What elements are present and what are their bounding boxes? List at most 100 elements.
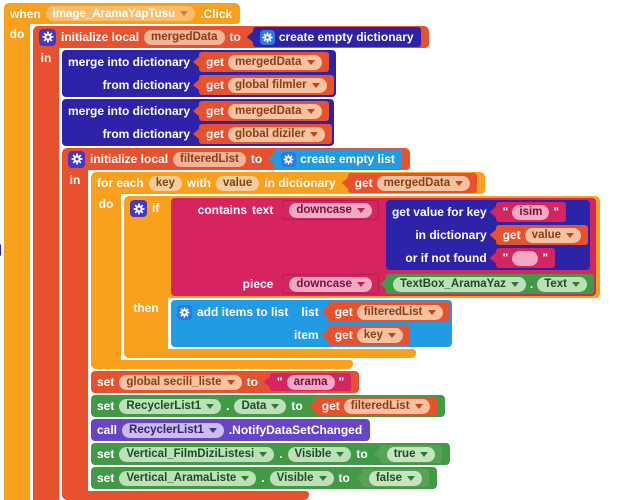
get-filteredlist-block[interactable]: get filteredList [314, 397, 437, 415]
string-text-field[interactable] [512, 250, 539, 266]
merge-into-dictionary-block-2[interactable]: merge into dictionary get mergedData fro… [62, 99, 335, 146]
variable-dropdown[interactable]: value [524, 227, 582, 243]
chevron-down-icon[interactable] [510, 281, 519, 287]
when-click-event-block[interactable]: when Image_AramaYapTusu .Click do initia… [4, 3, 600, 500]
get-value-block[interactable]: get value [495, 225, 589, 245]
variable-dropdown[interactable]: filteredList [343, 398, 430, 414]
variable-dropdown[interactable]: key [356, 327, 403, 343]
chevron-down-icon[interactable] [259, 451, 268, 457]
add-items-to-list-block[interactable]: add items to list list get [171, 300, 452, 347]
set-filmdizi-visible-block[interactable]: set Vertical_FilmDiziListesi . Visible t… [91, 443, 451, 465]
string-arama-block[interactable]: " arama " [269, 373, 352, 391]
create-empty-dictionary-block[interactable]: create empty dictionary [252, 27, 421, 47]
chevron-down-icon[interactable] [306, 108, 315, 114]
component-dropdown[interactable]: Vertical_AramaListe [119, 470, 257, 486]
gear-icon[interactable] [68, 150, 85, 168]
chevron-down-icon[interactable] [427, 309, 436, 315]
component-dropdown[interactable]: Vertical_FilmDiziListesi [119, 446, 275, 462]
chevron-down-icon[interactable] [455, 180, 464, 186]
string-empty-block[interactable]: " " [495, 248, 556, 268]
chevron-down-icon[interactable] [226, 379, 235, 385]
chevron-down-icon[interactable] [208, 427, 217, 433]
when-block-header[interactable]: when Image_AramaYapTusu .Click [4, 3, 241, 24]
logic-value-dropdown[interactable]: true [386, 446, 436, 462]
key-field[interactable]: key [148, 175, 182, 191]
component-dropdown[interactable]: RecyclerList1 [122, 422, 224, 438]
component-dropdown[interactable]: TextBox_AramaYaz [392, 276, 526, 292]
gear-icon[interactable] [281, 151, 297, 167]
init-filteredlist-header[interactable]: initialize local filteredList to create … [62, 148, 410, 170]
variable-dropdown[interactable]: global diziler [228, 126, 326, 142]
chevron-down-icon[interactable] [206, 403, 215, 409]
downcase-dropdown[interactable]: downcase [289, 202, 372, 218]
chevron-down-icon[interactable] [310, 131, 319, 137]
chevron-down-icon[interactable] [271, 403, 280, 409]
gear-icon[interactable] [177, 304, 192, 320]
get-mergeddata-block[interactable]: get mergedData [199, 52, 329, 72]
gear-icon[interactable] [39, 28, 56, 46]
variable-dropdown[interactable]: mergedData [228, 54, 322, 70]
get-value-for-key-block[interactable]: get value for key " isim " [385, 200, 591, 270]
gear-icon[interactable] [130, 200, 147, 217]
property-dropdown[interactable]: Visible [269, 470, 334, 486]
chevron-down-icon[interactable] [356, 281, 365, 287]
chevron-down-icon[interactable] [414, 403, 423, 409]
downcase-block[interactable]: downcase [282, 200, 379, 220]
string-text-field[interactable]: arama [286, 374, 335, 390]
textbox-text-getter-block[interactable]: TextBox_AramaYaz . Text [385, 274, 594, 294]
chevron-down-icon[interactable] [420, 451, 429, 457]
logic-value-dropdown[interactable]: false [368, 470, 423, 486]
property-dropdown[interactable]: Text [537, 276, 587, 292]
get-key-block[interactable]: get key [327, 325, 410, 345]
component-dropdown[interactable]: RecyclerList1 [119, 398, 222, 414]
set-global-secili-liste-block[interactable]: set global secili_liste to " arama " [91, 371, 360, 393]
for-each-in-dictionary-block[interactable]: for each key with value in dictionary ge… [91, 172, 600, 369]
set-aramaliste-visible-block[interactable]: set Vertical_AramaListe . Visible to fal… [91, 467, 438, 489]
variable-dropdown[interactable]: global filmler [228, 77, 327, 93]
local-variable-name-field[interactable]: filteredList [173, 151, 246, 167]
set-recyclerlist-data-block[interactable]: set RecyclerList1 . Data to get filtered… [91, 395, 445, 417]
string-isim-block[interactable]: " isim " [495, 202, 567, 222]
downcase-dropdown[interactable]: downcase [289, 276, 372, 292]
local-variable-name-field[interactable]: mergedData [144, 29, 225, 45]
init-local-filteredlist-block[interactable]: initialize local filteredList to create … [62, 148, 600, 500]
get-global-diziler-block[interactable]: get global diziler [199, 124, 333, 144]
chevron-down-icon[interactable] [387, 332, 396, 338]
call-notifydatasetchanged-block[interactable]: call RecyclerList1 .NotifyDataSetChanged [91, 419, 371, 441]
chevron-down-icon[interactable] [566, 232, 575, 238]
downcase-block[interactable]: downcase [282, 274, 379, 294]
chevron-down-icon[interactable] [336, 451, 345, 457]
init-local-mergeddata-block[interactable]: initialize local mergedData to create em… [33, 26, 600, 500]
if-header[interactable]: if contains text [124, 196, 600, 298]
string-text-field[interactable]: isim [512, 204, 550, 220]
chevron-down-icon[interactable] [407, 475, 416, 481]
property-dropdown[interactable]: Visible [287, 446, 352, 462]
logic-false-block[interactable]: false [361, 469, 430, 487]
chevron-down-icon[interactable] [306, 59, 315, 65]
variable-dropdown[interactable]: global secili_liste [119, 374, 242, 390]
init-mergeddata-header[interactable]: initialize local mergedData to create em… [33, 26, 429, 48]
logic-true-block[interactable]: true [379, 445, 443, 463]
variable-dropdown[interactable]: mergedData [376, 175, 471, 191]
chevron-down-icon[interactable] [241, 475, 250, 481]
create-empty-list-block[interactable]: create empty list [274, 149, 402, 169]
gear-icon[interactable] [259, 29, 275, 45]
for-each-header[interactable]: for each key with value in dictionary ge… [91, 172, 486, 194]
variable-dropdown[interactable]: filteredList [356, 304, 443, 320]
get-filteredlist-block[interactable]: get filteredList [327, 302, 450, 322]
chevron-down-icon[interactable] [180, 11, 189, 16]
if-block[interactable]: if contains text [124, 196, 600, 358]
get-mergeddata-block[interactable]: get mergedData [347, 173, 478, 193]
chevron-down-icon[interactable] [356, 207, 365, 213]
chevron-down-icon[interactable] [311, 82, 320, 88]
get-global-filmler-block[interactable]: get global filmler [199, 75, 334, 95]
chevron-down-icon[interactable] [572, 281, 580, 287]
contains-text-block[interactable]: contains text downcase [171, 198, 596, 296]
variable-dropdown[interactable]: mergedData [228, 103, 322, 119]
event-component-dropdown[interactable]: Image_AramaYapTusu [45, 6, 196, 21]
merge-into-dictionary-block-1[interactable]: merge into dictionary get mergedData fro… [62, 50, 336, 97]
get-mergeddata-block[interactable]: get mergedData [199, 101, 329, 121]
value-field[interactable]: value [215, 175, 260, 191]
chevron-down-icon[interactable] [318, 475, 327, 481]
property-dropdown[interactable]: Data [234, 398, 287, 414]
